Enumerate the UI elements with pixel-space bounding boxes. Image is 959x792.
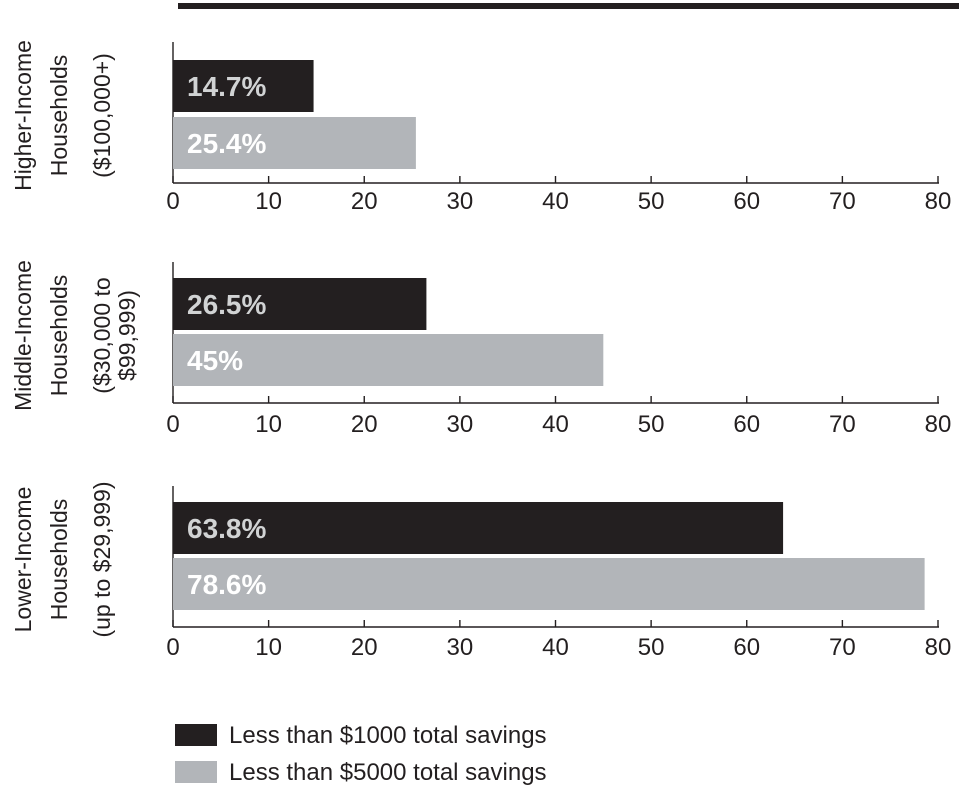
bar	[173, 334, 604, 386]
x-tick-label: 10	[255, 411, 282, 438]
bar-value-label: 26.5%	[187, 289, 266, 320]
group-label: Lower-Income	[10, 487, 36, 633]
group-label: Households	[46, 499, 72, 620]
bar-value-label: 63.8%	[187, 513, 266, 544]
top-rule	[178, 3, 959, 9]
x-tick-label: 30	[447, 411, 474, 438]
legend-swatch	[175, 724, 217, 746]
x-tick-label: 60	[733, 634, 760, 661]
x-tick-label: 80	[925, 188, 952, 215]
x-tick-label: 70	[829, 188, 856, 215]
x-tick-label: 60	[733, 188, 760, 215]
x-tick-label: 10	[255, 634, 282, 661]
x-tick-label: 30	[447, 188, 474, 215]
legend-swatch	[175, 761, 217, 783]
x-tick-label: 20	[351, 411, 378, 438]
x-tick-label: 20	[351, 188, 378, 215]
bar	[173, 278, 427, 330]
x-tick-label: 70	[829, 411, 856, 438]
x-tick-label: 50	[638, 634, 665, 661]
x-tick-label: 60	[733, 411, 760, 438]
bar	[173, 60, 314, 112]
x-tick-label: 50	[638, 188, 665, 215]
x-tick-label: 40	[542, 411, 569, 438]
group-range-label: ($100,000+)	[89, 53, 115, 178]
x-tick-label: 50	[638, 411, 665, 438]
bar-value-label: 25.4%	[187, 128, 266, 159]
x-tick-label: 0	[166, 188, 179, 215]
group-label: Households	[46, 55, 72, 176]
bar-value-label: 45%	[187, 345, 243, 376]
x-tick-label: 20	[351, 634, 378, 661]
x-tick-label: 0	[166, 411, 179, 438]
x-tick-label: 0	[166, 634, 179, 661]
group-label: Households	[46, 275, 72, 396]
x-tick-label: 80	[925, 411, 952, 438]
group-label: Middle-Income	[10, 260, 36, 411]
x-tick-label: 70	[829, 634, 856, 661]
legend-label: Less than $1000 total savings	[229, 722, 547, 749]
x-tick-label: 40	[542, 188, 569, 215]
group-range-label: $99,999)	[114, 290, 140, 381]
bar-value-label: 78.6%	[187, 569, 266, 600]
bar	[173, 117, 416, 169]
x-tick-label: 10	[255, 188, 282, 215]
bar	[173, 502, 784, 554]
x-tick-label: 80	[925, 634, 952, 661]
x-tick-label: 40	[542, 634, 569, 661]
bar	[173, 558, 925, 610]
group-range-label: (up to $29,999)	[89, 481, 115, 637]
x-tick-label: 30	[447, 634, 474, 661]
group-range-label: ($30,000 to	[89, 277, 115, 393]
bar-value-label: 14.7%	[187, 71, 266, 102]
legend-label: Less than $5000 total savings	[229, 759, 547, 786]
group-label: Higher-Income	[10, 40, 36, 191]
